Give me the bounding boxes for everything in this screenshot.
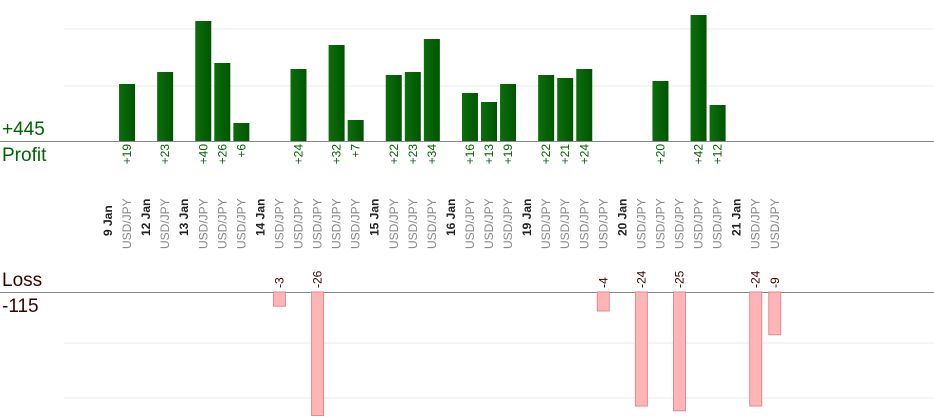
profit-total: +445 — [2, 119, 45, 140]
loss-value-label: -3 — [272, 277, 286, 288]
profit-value-label: +24 — [577, 144, 591, 165]
profit-bar — [557, 78, 574, 141]
profit-bar — [157, 72, 174, 141]
loss-bar — [673, 291, 686, 412]
profit-value-label: +32 — [330, 144, 344, 165]
pair-label: USD/JPY — [120, 198, 134, 249]
profit-value-label: +22 — [387, 144, 401, 165]
loss-bar — [768, 291, 782, 336]
profit-bar — [233, 123, 250, 141]
profit-value-label: +20 — [653, 144, 667, 165]
profit-value-label: +24 — [292, 144, 306, 165]
profit-bar — [461, 93, 478, 141]
loss-value-label: -25 — [673, 270, 687, 288]
day-label: 20 Jan — [615, 199, 629, 236]
pair-label: USD/JPY — [272, 198, 286, 249]
pair-label: USD/JPY — [330, 198, 344, 249]
pair-label: USD/JPY — [653, 198, 667, 249]
loss-value-label: -24 — [634, 270, 648, 288]
profit-bar — [709, 105, 726, 141]
pair-label: USD/JPY — [558, 198, 572, 249]
pair-label: USD/JPY — [196, 198, 210, 249]
day-label: 21 Jan — [730, 199, 744, 236]
pair-label: USD/JPY — [692, 198, 706, 249]
profit-value-label: +34 — [425, 144, 439, 165]
loss-total: -115 — [2, 296, 39, 317]
profit-value-label: +12 — [711, 144, 725, 165]
profit-value-label: +7 — [349, 144, 363, 158]
loss-bar — [596, 291, 610, 312]
pair-label: USD/JPY — [768, 198, 782, 249]
pair-label: USD/JPY — [673, 198, 687, 249]
profit-bar — [404, 72, 421, 141]
profit-label: Profit — [2, 145, 47, 166]
profit-value-label: +22 — [539, 144, 553, 165]
profit-bar — [500, 84, 517, 141]
profit-bar — [423, 39, 440, 141]
pair-label: USD/JPY — [749, 198, 763, 249]
pair-label: USD/JPY — [539, 198, 553, 249]
loss-value-label: -26 — [311, 270, 325, 288]
profit-bar — [214, 63, 231, 141]
profit-bar — [576, 69, 593, 141]
day-label: 12 Jan — [139, 199, 153, 236]
profit-value-label: +26 — [215, 144, 229, 165]
profit-bar — [481, 102, 497, 141]
pair-label: USD/JPY — [234, 198, 248, 249]
profit-bar — [195, 21, 212, 141]
profit-value-label: +40 — [196, 144, 210, 165]
profit-value-label: +23 — [406, 144, 420, 165]
profit-bar — [538, 75, 555, 141]
profit-value-label: +19 — [120, 144, 134, 165]
profit-value-label: +19 — [501, 144, 515, 165]
loss-bar — [272, 291, 286, 307]
pair-label: USD/JPY — [596, 198, 610, 249]
profit-value-label: +6 — [234, 144, 248, 158]
profit-bar — [328, 45, 345, 141]
pair-label: USD/JPY — [463, 198, 477, 249]
profit-bar — [690, 15, 707, 141]
day-label: 15 Jan — [368, 199, 382, 236]
profit-bar — [347, 120, 364, 141]
profit-value-label: +23 — [158, 144, 172, 165]
pair-label: USD/JPY — [711, 198, 725, 249]
pair-label: USD/JPY — [349, 198, 363, 249]
profit-value-label: +16 — [463, 144, 477, 165]
pair-label: USD/JPY — [406, 198, 420, 249]
pair-label: USD/JPY — [311, 198, 325, 249]
loss-bar — [634, 291, 648, 407]
loss-bar — [311, 291, 325, 416]
loss-value-label: -9 — [768, 277, 782, 288]
pair-label: USD/JPY — [577, 198, 591, 249]
day-label: 19 Jan — [520, 199, 534, 236]
day-label: 13 Jan — [177, 199, 191, 236]
day-label: 14 Jan — [253, 199, 267, 236]
pair-label: USD/JPY — [634, 198, 648, 249]
profit-bar — [290, 69, 307, 141]
profit-bar — [119, 84, 136, 141]
loss-label: Loss — [2, 270, 43, 291]
profit-value-label: +21 — [558, 144, 572, 165]
pair-label: USD/JPY — [158, 198, 172, 249]
pair-label: USD/JPY — [482, 198, 496, 249]
profit-value-label: +13 — [482, 144, 496, 165]
loss-bar — [749, 291, 763, 407]
loss-value-label: -24 — [749, 270, 763, 288]
pair-label: USD/JPY — [215, 198, 229, 249]
pair-label: USD/JPY — [501, 198, 515, 249]
day-label: 16 Jan — [444, 199, 458, 236]
day-label: 9 Jan — [101, 205, 115, 236]
loss-value-label: -4 — [596, 277, 610, 288]
profit-value-label: +42 — [692, 144, 706, 165]
pair-label: USD/JPY — [425, 198, 439, 249]
pair-label: USD/JPY — [387, 198, 401, 249]
profit-bar — [385, 75, 402, 141]
pair-label: USD/JPY — [292, 198, 306, 249]
profit-bar — [652, 81, 669, 141]
